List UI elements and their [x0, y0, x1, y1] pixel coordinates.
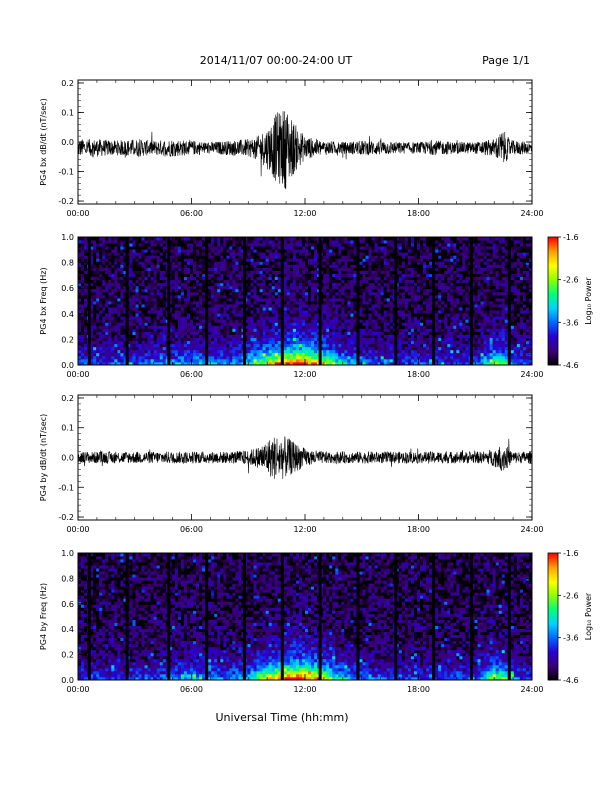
- data-gap: [280, 237, 284, 365]
- colorbar-tick-label: -1.6: [563, 549, 579, 558]
- x-tick-label: 24:00: [520, 209, 543, 218]
- data-gap: [507, 237, 511, 365]
- y-tick-label: 0.8: [61, 259, 74, 268]
- data-gap: [125, 553, 129, 680]
- y-tick-label: -0.2: [58, 197, 74, 206]
- colorbar-tick-label: -3.6: [563, 634, 579, 643]
- y-axis-title: PG4 bx dB/dt (nT/sec): [39, 98, 48, 185]
- y-tick-label: 0.2: [61, 335, 74, 344]
- y-tick-label: 0.0: [61, 454, 74, 463]
- data-gap: [167, 553, 171, 680]
- data-gap: [125, 237, 129, 365]
- panel-3: 00:00 06:00 12:00 18:00 24:00 -0.2 -0.1 0.0 0.1 0…: [39, 394, 544, 534]
- header-date-range: 2014/11/07 00:00-24:00 UT: [200, 54, 353, 67]
- x-tick-label: 24:00: [520, 685, 543, 694]
- data-gap: [205, 237, 209, 365]
- data-gap: [280, 553, 284, 680]
- heatmap-cells: [78, 237, 533, 366]
- x-tick-label: 12:00: [293, 370, 316, 379]
- data-gap: [242, 553, 246, 680]
- x-tick-label: 00:00: [66, 209, 89, 218]
- data-gap: [167, 237, 171, 365]
- y-tick-label: -0.2: [58, 513, 74, 522]
- data-gap: [242, 237, 246, 365]
- y-tick-label: 0.2: [61, 651, 74, 660]
- x-tick-label: 18:00: [407, 685, 430, 694]
- x-tick-label: 06:00: [180, 525, 203, 534]
- x-tick-label: 00:00: [66, 370, 89, 379]
- colorbar-label: Log₁₀ Power: [584, 277, 593, 325]
- x-tick-label: 00:00: [66, 525, 89, 534]
- colorbar-tick-label: -1.6: [563, 233, 579, 242]
- x-tick-label: 06:00: [180, 209, 203, 218]
- x-tick-label: 18:00: [407, 525, 430, 534]
- colorbar-label: Log₁₀ Power: [584, 592, 593, 640]
- x-tick-label: 18:00: [407, 209, 430, 218]
- data-gap: [87, 237, 91, 365]
- data-gap: [469, 553, 473, 680]
- data-gap: [469, 237, 473, 365]
- panel-1: 00:00 06:00 12:00 18:00 24:00 -0.2 -0.1 0.0 0.1 0…: [39, 79, 544, 218]
- y-tick-label: 0.2: [61, 394, 74, 403]
- y-tick-label: -0.1: [58, 483, 74, 492]
- y-tick-label: 0.4: [61, 625, 74, 634]
- series-trace: [77, 111, 533, 189]
- y-tick-label: 0.2: [61, 79, 74, 88]
- colorbar-tick-label: -3.6: [563, 318, 579, 327]
- colorbar-tick-label: -2.6: [563, 591, 579, 600]
- panels: 00:00 06:00 12:00 18:00 24:00 -0.2 -0.1 0.0 0.1 0…: [39, 79, 593, 694]
- x-tick-label: 24:00: [520, 370, 543, 379]
- data-gap: [432, 237, 436, 365]
- data-gap: [87, 553, 91, 680]
- y-tick-label: 0.8: [61, 574, 74, 583]
- header-page-label: Page 1/1: [482, 54, 530, 67]
- y-tick-label: 0.1: [61, 424, 74, 433]
- x-tick-label: 24:00: [520, 525, 543, 534]
- x-tick-label: 12:00: [293, 685, 316, 694]
- x-tick-label: 18:00: [407, 370, 430, 379]
- colorbar-tick-label: -4.6: [563, 361, 579, 370]
- y-tick-label: 0.6: [61, 284, 74, 293]
- x-tick-label: 12:00: [293, 209, 316, 218]
- panel-2: -4.6 -3.6 -2.6 -1.6 Log₁₀ Power 00:00 06:00 12:…: [39, 233, 593, 379]
- x-tick-label: 12:00: [293, 525, 316, 534]
- x-tick-label: 06:00: [180, 370, 203, 379]
- y-tick-label: 0.4: [61, 310, 74, 319]
- y-tick-label: 0.6: [61, 600, 74, 609]
- y-tick-label: 1.0: [61, 549, 74, 558]
- y-tick-label: 0.0: [61, 676, 74, 685]
- colorbar-tick-label: -2.6: [563, 276, 579, 285]
- data-gap: [318, 237, 322, 365]
- data-gap: [394, 553, 398, 680]
- y-tick-label: 0.0: [61, 361, 74, 370]
- y-tick-label: 0.0: [61, 138, 74, 147]
- y-tick-label: -0.1: [58, 168, 74, 177]
- series-trace: [77, 436, 533, 479]
- colorbar: -4.6 -3.6 -2.6 -1.6 Log₁₀ Power: [547, 233, 593, 370]
- y-axis-title: PG4 by dB/dt (nT/sec): [39, 414, 48, 501]
- colorbar: -4.6 -3.6 -2.6 -1.6 Log₁₀ Power: [547, 549, 593, 685]
- y-axis-title: PG4 by Freq (Hz): [39, 583, 48, 650]
- y-axis-title: PG4 bx Freq (Hz): [39, 267, 48, 334]
- colorbar-tick-label: -4.6: [563, 676, 579, 685]
- panel-4: -4.6 -3.6 -2.6 -1.6 Log₁₀ Power 00:00 06:00 12:…: [39, 549, 593, 694]
- y-tick-label: 1.0: [61, 233, 74, 242]
- data-gap: [205, 553, 209, 680]
- heatmap-cells: [78, 553, 533, 681]
- x-tick-label: 06:00: [180, 685, 203, 694]
- data-gap: [432, 553, 436, 680]
- data-gap: [356, 553, 360, 680]
- x-axis-title: Universal Time (hh:mm): [216, 711, 349, 724]
- y-tick-label: 0.1: [61, 108, 74, 117]
- data-gap: [394, 237, 398, 365]
- x-tick-label: 00:00: [66, 685, 89, 694]
- data-gap: [318, 553, 322, 680]
- data-gap: [507, 553, 511, 680]
- data-gap: [356, 237, 360, 365]
